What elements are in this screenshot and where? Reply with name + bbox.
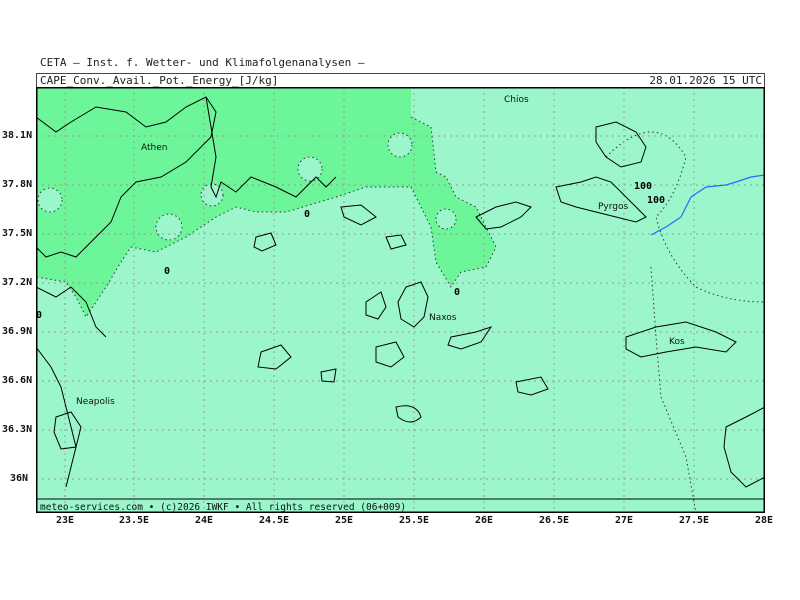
lat-tick: 36.3N: [2, 424, 33, 435]
parameter-label: CAPE_Conv._Avail._Pot._Energy_[J/kg]: [40, 74, 279, 87]
lon-tick: 27E: [614, 515, 634, 526]
contour-labels: 0 0 0 0 100 100: [36, 181, 665, 321]
lat-tick: 36.9N: [2, 326, 33, 337]
lon-tick: 26E: [474, 515, 494, 526]
cape-hole: [37, 187, 63, 213]
lon-tick: 24.5E: [258, 515, 290, 526]
cape-region-north: [36, 87, 496, 317]
svg-text:0: 0: [164, 266, 170, 277]
map-panel: Athen Chios Pyrgos Naxos Kos Neapolis 0 …: [36, 87, 765, 513]
svg-text:0: 0: [36, 310, 42, 321]
cape-hole: [200, 183, 224, 207]
svg-text:100: 100: [647, 195, 665, 206]
lon-tick: 27.5E: [678, 515, 710, 526]
place-naxos: Naxos: [429, 313, 457, 323]
svg-text:0: 0: [304, 209, 310, 220]
coastlines: [36, 96, 765, 488]
lon-tick: 25E: [334, 515, 354, 526]
graticule: [36, 87, 765, 513]
lon-tick: 23.5E: [118, 515, 150, 526]
lat-tick: 37.5N: [2, 228, 33, 239]
lat-tick: 36N: [10, 473, 29, 484]
lon-tick: 26.5E: [538, 515, 570, 526]
lon-tick: 24E: [194, 515, 214, 526]
lat-tick: 36.6N: [2, 375, 33, 386]
footer-credits: meteo-services.com • (c)2026 IWKF • All …: [40, 502, 406, 513]
lon-tick: 28E: [754, 515, 774, 526]
place-labels: Athen Chios Pyrgos Naxos Kos Neapolis: [76, 95, 685, 407]
svg-text:0: 0: [454, 287, 460, 298]
lat-tick: 37.2N: [2, 277, 33, 288]
cape-hole: [297, 156, 323, 182]
lon-tick: 25.5E: [398, 515, 430, 526]
cape-hole: [435, 208, 457, 230]
river: [650, 174, 765, 236]
place-athen: Athen: [141, 143, 167, 153]
cape-hole: [387, 132, 413, 158]
lat-tick: 37.8N: [2, 179, 33, 190]
place-neapolis: Neapolis: [76, 397, 115, 407]
place-pyrgos: Pyrgos: [598, 202, 629, 212]
product-title: CETA — Inst. f. Wetter- und Klimafolgena…: [40, 56, 365, 69]
cape-hole: [155, 213, 183, 241]
svg-text:100: 100: [634, 181, 652, 192]
place-chios: Chios: [504, 95, 529, 105]
place-kos: Kos: [669, 337, 685, 347]
lon-tick: 23E: [55, 515, 75, 526]
valid-time: 28.01.2026 15 UTC: [649, 74, 762, 87]
map-frame: [36, 87, 765, 513]
lat-tick: 38.1N: [2, 130, 33, 141]
